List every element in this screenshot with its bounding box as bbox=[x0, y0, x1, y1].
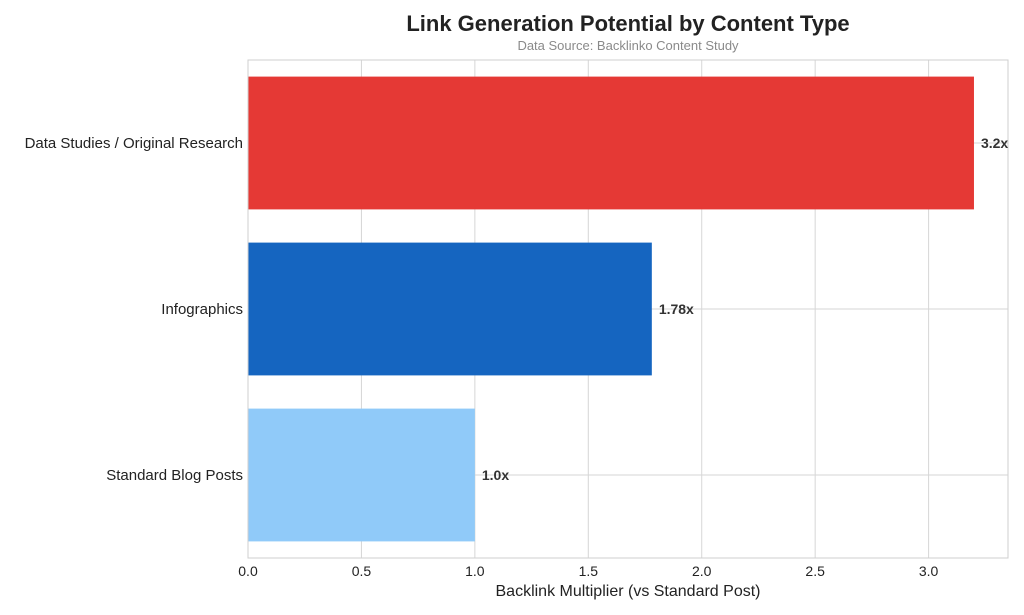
value-labels: 3.2x 1.78x 1.0x bbox=[482, 135, 1009, 483]
category-label: Data Studies / Original Research bbox=[25, 135, 243, 152]
bars bbox=[248, 76, 974, 542]
x-tick-labels: 0.0 0.5 1.0 1.5 2.0 2.5 3.0 bbox=[238, 563, 938, 579]
category-label: Standard Blog Posts bbox=[106, 467, 243, 484]
bar bbox=[248, 408, 475, 542]
x-tick-label: 0.0 bbox=[238, 563, 258, 579]
bar bbox=[248, 242, 652, 376]
plot-frame bbox=[247, 59, 1009, 559]
category-labels: Data Studies / Original Research Infograp… bbox=[25, 135, 243, 484]
bar bbox=[248, 76, 974, 210]
data-label: 1.0x bbox=[482, 467, 509, 483]
chart-subtitle: Data Source: Backlinko Content Study bbox=[517, 38, 739, 53]
data-label: 1.78x bbox=[659, 301, 694, 317]
chart-title: Link Generation Potential by Content Typ… bbox=[406, 11, 849, 36]
x-tick-label: 0.5 bbox=[352, 563, 372, 579]
x-axis-title: Backlink Multiplier (vs Standard Post) bbox=[496, 583, 761, 600]
x-tick-label: 3.0 bbox=[919, 563, 939, 579]
x-tick-label: 1.0 bbox=[465, 563, 485, 579]
data-label: 3.2x bbox=[981, 135, 1008, 151]
x-tick-label: 2.0 bbox=[692, 563, 712, 579]
x-tick-label: 2.5 bbox=[805, 563, 825, 579]
x-tick-label: 1.5 bbox=[579, 563, 599, 579]
category-label: Infographics bbox=[161, 301, 243, 318]
